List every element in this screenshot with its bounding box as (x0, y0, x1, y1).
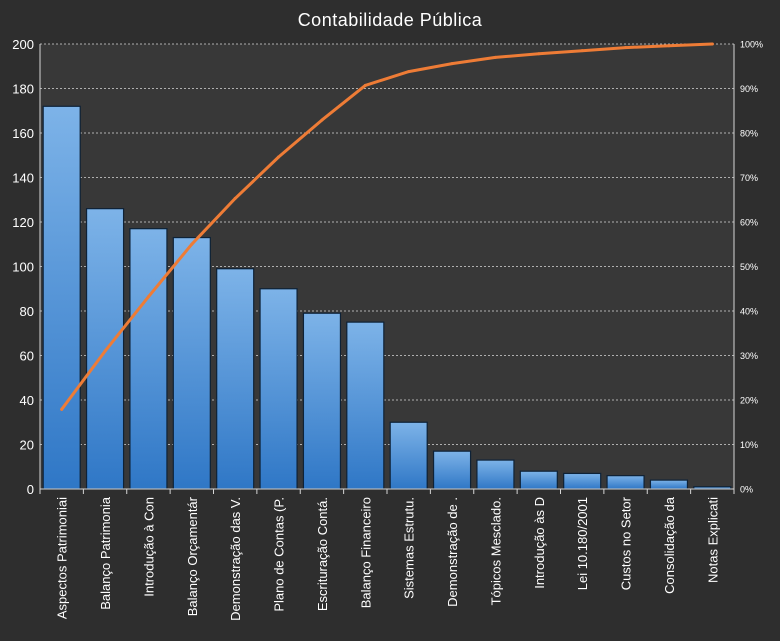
line-point (624, 46, 628, 50)
x-category-label: Plano de Contas (P. (272, 497, 287, 612)
bar (346, 321, 385, 490)
y-right-tick-label: 70% (740, 173, 758, 183)
bar (519, 470, 558, 490)
x-category-label: Escrituração Contá. (315, 497, 330, 611)
line-point (580, 49, 584, 53)
line-point (363, 83, 367, 87)
bar (432, 450, 472, 490)
bar (606, 475, 645, 490)
x-category-label: Consolidação da (662, 496, 677, 594)
y-left-tick-label: 160 (12, 126, 34, 141)
bar (563, 472, 602, 490)
y-right-tick-label: 10% (740, 440, 758, 450)
y-right-tick-label: 50% (740, 262, 758, 272)
bar (649, 479, 689, 490)
bars (42, 105, 732, 490)
line-point (103, 349, 107, 353)
bar (476, 459, 515, 490)
y-left-tick-label: 60 (20, 349, 34, 364)
x-category-label: Introdução às D (532, 497, 547, 589)
chart-title: Contabilidade Pública (298, 10, 483, 30)
bar (216, 268, 255, 490)
bar (389, 421, 428, 490)
x-category-label: Notas Explicati (705, 497, 720, 583)
y-right-tick-label: 80% (740, 129, 758, 139)
cumulative-percent-line (60, 42, 714, 411)
y-left-tick-label: 40 (20, 393, 34, 408)
line-point (320, 118, 324, 122)
y-left-tick-label: 100 (12, 260, 34, 275)
line-point (146, 295, 150, 299)
line-point (277, 155, 281, 159)
y-right-tick-label: 20% (740, 396, 758, 406)
line-point (190, 242, 194, 246)
x-category-label: Balanço Financeiro (358, 497, 373, 608)
y-right-tick-label: 90% (740, 84, 758, 94)
line-point (233, 196, 237, 200)
line-point (493, 55, 497, 59)
bar (129, 228, 168, 490)
bar (42, 105, 81, 490)
y-right-tick-label: 0% (740, 485, 753, 495)
x-category-label: Demonstração de . (445, 497, 460, 607)
bar (259, 288, 298, 490)
x-category-label: Sistemas Estrutu. (402, 497, 417, 599)
x-category-label: Tópicos Mesclado. (488, 497, 503, 605)
line-point (537, 52, 541, 56)
y-left-tick-label: 0 (27, 482, 34, 497)
line-point (710, 42, 714, 46)
y-right-tick-label: 100% (740, 40, 763, 50)
line-point (667, 44, 671, 48)
x-category-label: Demonstração das V. (228, 497, 243, 621)
y-left-tick-label: 20 (20, 438, 34, 453)
line-point (60, 407, 64, 411)
x-category-label: Aspectos Patrimoniai (55, 497, 70, 619)
bar (302, 312, 342, 490)
y-left-tick-label: 140 (12, 171, 34, 186)
y-right-tick-label: 40% (740, 307, 758, 317)
y-left-tick-label: 180 (12, 82, 34, 97)
y-right-tick-label: 60% (740, 218, 758, 228)
y-left-tick-label: 80 (20, 304, 34, 319)
cumulative-line-layer (60, 42, 714, 411)
bar (172, 236, 211, 490)
x-category-label: Custos no Setor (619, 496, 634, 590)
y-right-tick-label: 30% (740, 351, 758, 361)
line-point (407, 70, 411, 74)
y-left-tick-label: 200 (12, 37, 34, 52)
y-left-tick-label: 120 (12, 215, 34, 230)
x-category-label: Introdução à Con (141, 497, 156, 597)
line-point (450, 62, 454, 66)
x-category-label: Lei 10.180/2001 (575, 497, 590, 590)
axes: 0 20 40 60 80 100 120 140 160 180 200 0% 10% 20% 30% 40… (12, 37, 763, 621)
x-category-label: Balanço Orçamentár (185, 496, 200, 616)
x-category-label: Balanço Patrimonia (98, 496, 113, 609)
